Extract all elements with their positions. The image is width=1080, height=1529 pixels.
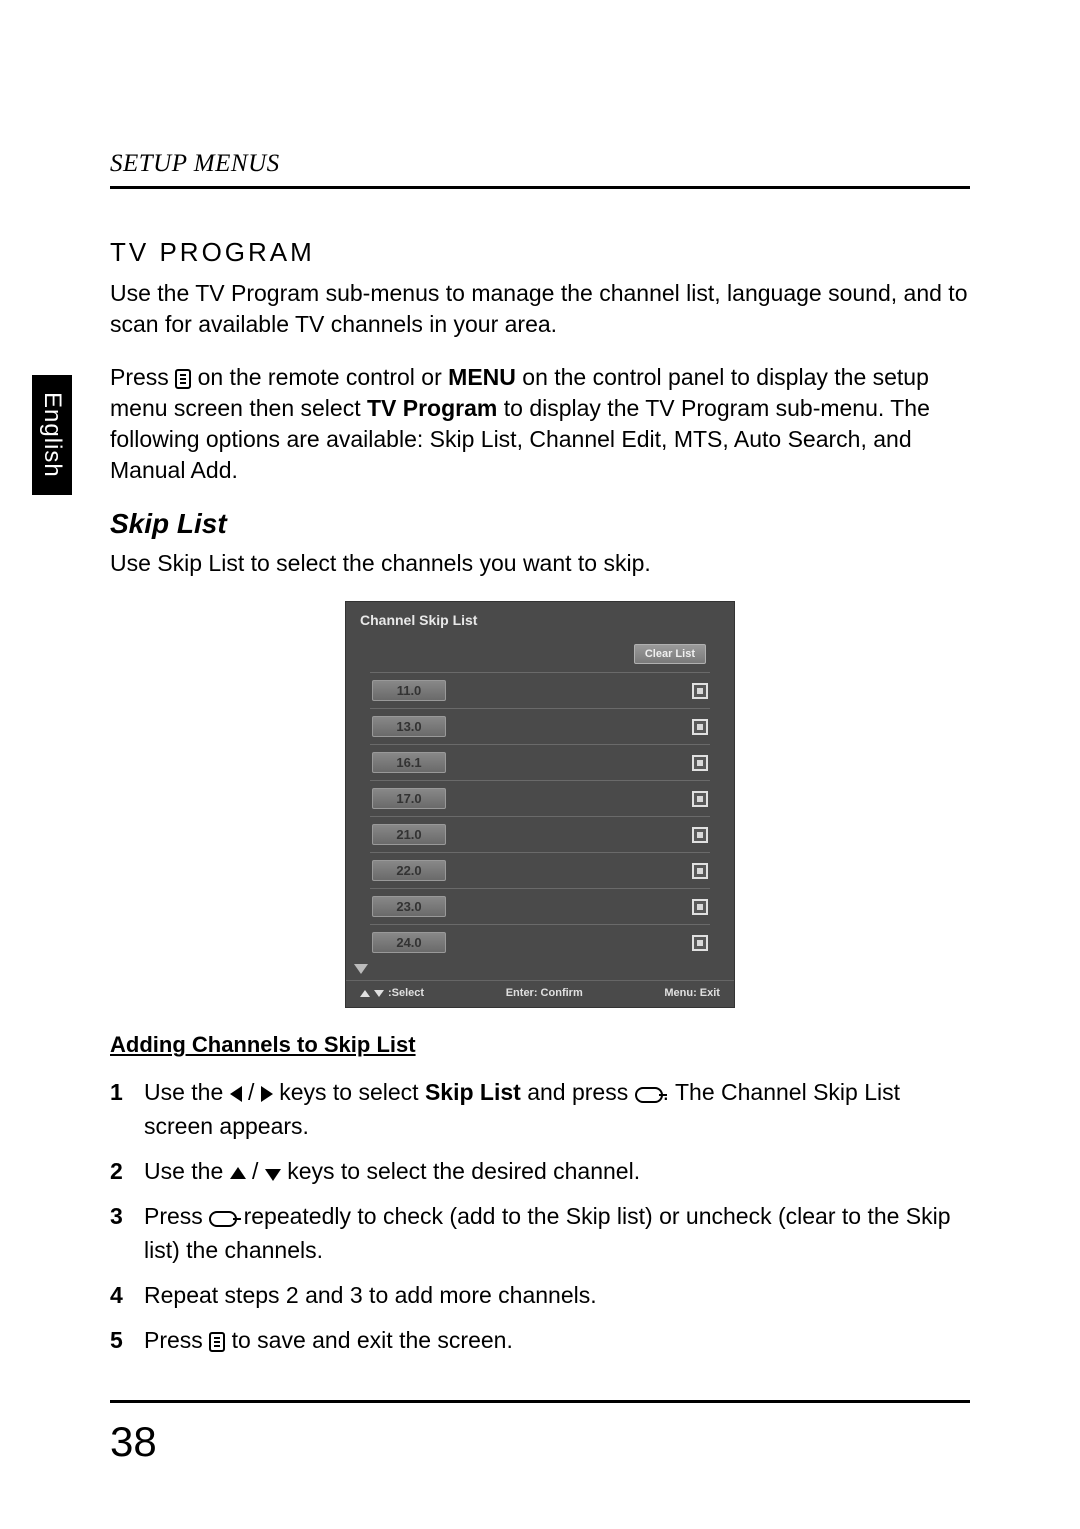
text: Use the: [144, 1158, 230, 1184]
text: Press: [144, 1203, 209, 1229]
footer-rule: [110, 1400, 970, 1403]
footer-select-text: :Select: [388, 987, 424, 999]
page-content: SETUP MENUS TV PROGRAM Use the TV Progra…: [110, 150, 970, 1370]
scroll-down-icon: [354, 964, 368, 974]
channel-row[interactable]: 22.0: [370, 852, 710, 888]
channel-number: 11.0: [372, 680, 446, 701]
page-number: 38: [110, 1418, 157, 1466]
up-arrow-icon: [360, 990, 370, 997]
steps-list: Use the / keys to select Skip List and p…: [110, 1076, 970, 1357]
menu-icon: [209, 1332, 225, 1352]
text: on the remote control or: [191, 364, 448, 390]
osd-channel-list: 11.0 13.0 16.1 17.0 21.0 22.0 23.0 24.0: [346, 672, 734, 962]
osd-clear-row: Clear List: [346, 640, 734, 672]
tv-program-word: TV Program: [367, 395, 497, 421]
channel-row[interactable]: 21.0: [370, 816, 710, 852]
text: and press: [521, 1079, 635, 1105]
channel-checkbox[interactable]: [692, 683, 708, 699]
menu-word: MENU: [448, 364, 516, 390]
footer-enter: Enter: Confirm: [506, 987, 583, 999]
enter-icon: [209, 1211, 237, 1227]
intro-paragraph: Use the TV Program sub-menus to manage t…: [110, 278, 970, 340]
channel-number: 23.0: [372, 896, 446, 917]
down-arrow-icon: [374, 990, 384, 997]
adding-channels-heading: Adding Channels to Skip List: [110, 1032, 970, 1058]
osd-title: Channel Skip List: [346, 602, 734, 640]
osd-screenshot: Channel Skip List Clear List 11.0 13.0 16.…: [345, 601, 735, 1008]
down-arrow-icon: [265, 1169, 281, 1181]
text: keys to select: [273, 1079, 425, 1105]
skip-list-bold: Skip List: [425, 1079, 521, 1105]
channel-checkbox[interactable]: [692, 755, 708, 771]
footer-menu: Menu: Exit: [664, 987, 720, 999]
enter-icon: [635, 1087, 663, 1103]
footer-select: :Select: [360, 987, 424, 999]
channel-number: 16.1: [372, 752, 446, 773]
text: Press: [144, 1327, 209, 1353]
channel-row[interactable]: 13.0: [370, 708, 710, 744]
channel-row[interactable]: 24.0: [370, 924, 710, 960]
header-rule: [110, 186, 970, 189]
step-3: Press repeatedly to check (add to the Sk…: [110, 1200, 970, 1267]
channel-row[interactable]: 16.1: [370, 744, 710, 780]
osd-footer: :Select Enter: Confirm Menu: Exit: [346, 980, 734, 1007]
osd-scroll-indicator: [346, 962, 734, 980]
channel-number: 17.0: [372, 788, 446, 809]
channel-checkbox[interactable]: [692, 719, 708, 735]
channel-number: 21.0: [372, 824, 446, 845]
language-tab: English: [32, 375, 72, 495]
text: repeatedly to check (add to the Skip lis…: [144, 1203, 951, 1262]
channel-number: 22.0: [372, 860, 446, 881]
left-arrow-icon: [230, 1086, 242, 1102]
step-4: Repeat steps 2 and 3 to add more channel…: [110, 1279, 970, 1312]
channel-row[interactable]: 17.0: [370, 780, 710, 816]
menu-icon: [175, 369, 191, 389]
channel-number: 24.0: [372, 932, 446, 953]
channel-checkbox[interactable]: [692, 899, 708, 915]
channel-row[interactable]: 11.0: [370, 672, 710, 708]
clear-list-button[interactable]: Clear List: [634, 644, 706, 664]
text: Press: [110, 364, 175, 390]
channel-checkbox[interactable]: [692, 791, 708, 807]
channel-row[interactable]: 23.0: [370, 888, 710, 924]
text: Use the: [144, 1079, 230, 1105]
right-arrow-icon: [261, 1086, 273, 1102]
step-5: Press to save and exit the screen.: [110, 1324, 970, 1357]
text: keys to select the desired channel.: [281, 1158, 640, 1184]
tv-program-heading: TV PROGRAM: [110, 237, 970, 268]
section-header: SETUP MENUS: [110, 150, 970, 178]
text: to save and exit the screen.: [225, 1327, 513, 1353]
skip-list-desc: Use Skip List to select the channels you…: [110, 548, 970, 579]
channel-checkbox[interactable]: [692, 935, 708, 951]
channel-checkbox[interactable]: [692, 827, 708, 843]
press-paragraph: Press on the remote control or MENU on t…: [110, 362, 970, 486]
skip-list-heading: Skip List: [110, 508, 970, 540]
step-2: Use the / keys to select the desired cha…: [110, 1155, 970, 1188]
channel-checkbox[interactable]: [692, 863, 708, 879]
step-1: Use the / keys to select Skip List and p…: [110, 1076, 970, 1143]
channel-number: 13.0: [372, 716, 446, 737]
up-arrow-icon: [230, 1167, 246, 1179]
